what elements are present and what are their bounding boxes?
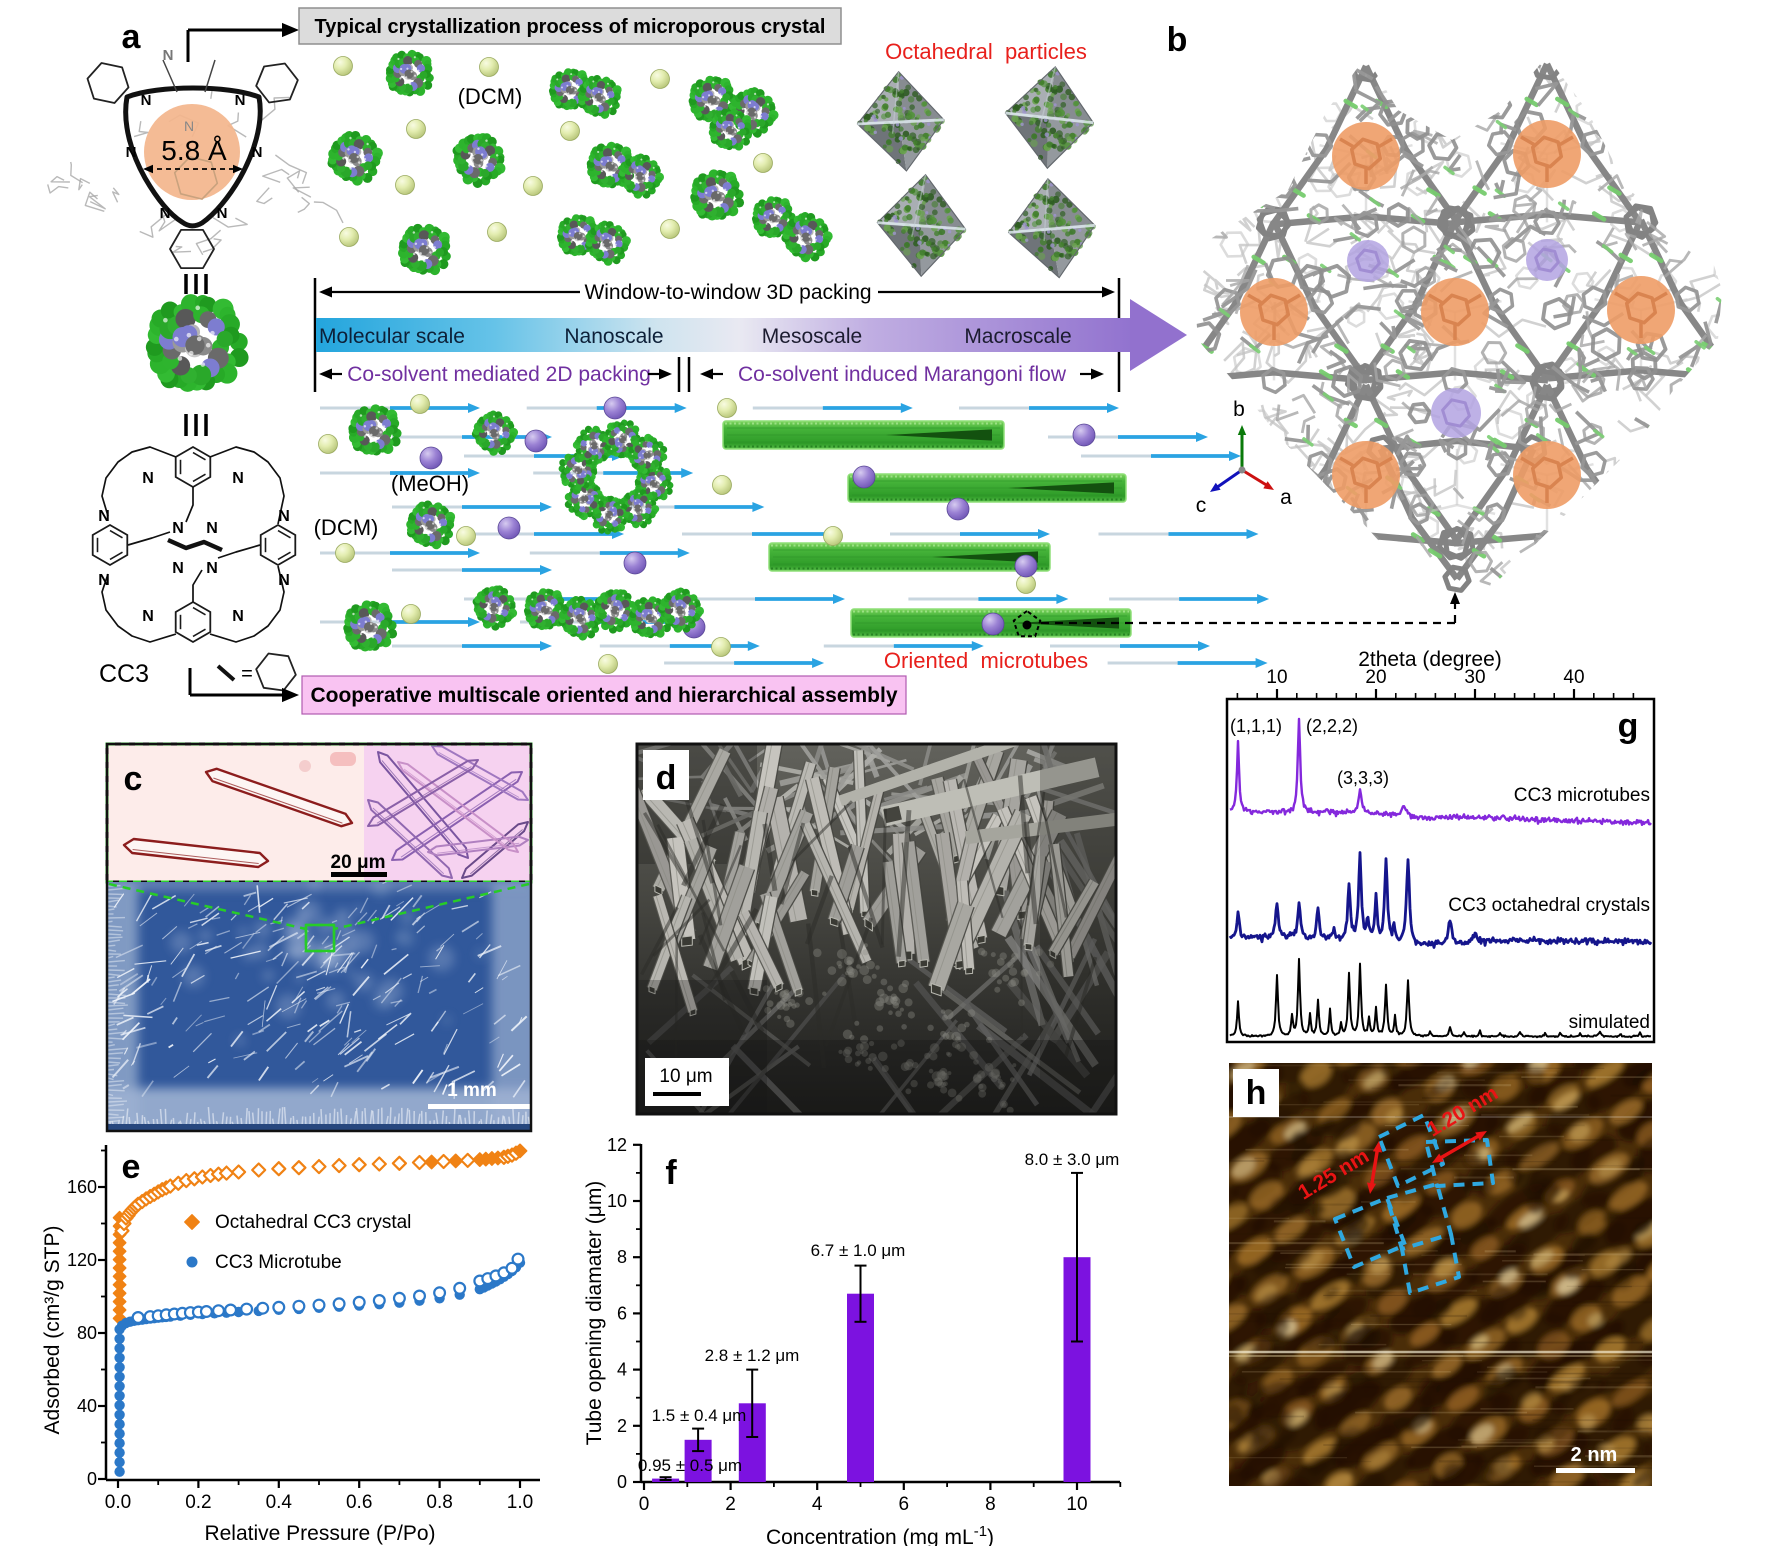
svg-text:20: 20 — [1365, 667, 1386, 688]
svg-text:Cooperative multiscale oriente: Cooperative multiscale oriented and hier… — [310, 684, 897, 707]
svg-text:N: N — [142, 470, 154, 487]
svg-text:4: 4 — [617, 1360, 627, 1380]
svg-text:2theta (degree): 2theta (degree) — [1358, 648, 1502, 671]
svg-text:5.8 Å: 5.8 Å — [161, 135, 227, 166]
svg-text:N: N — [163, 47, 174, 64]
svg-text:80: 80 — [77, 1323, 97, 1343]
svg-text:1.5 ± 0.4 μm: 1.5 ± 0.4 μm — [652, 1406, 747, 1425]
svg-text:N: N — [278, 508, 290, 525]
svg-text:CC3 microtubes: CC3 microtubes — [1514, 785, 1650, 806]
svg-text:N: N — [141, 92, 152, 109]
svg-text:N: N — [98, 572, 110, 589]
svg-text:(DCM): (DCM) — [458, 84, 523, 109]
svg-text:2: 2 — [725, 1494, 736, 1515]
svg-text:30: 30 — [1464, 667, 1485, 688]
svg-text:2.8 ± 1.2 μm: 2.8 ± 1.2 μm — [705, 1346, 800, 1365]
svg-text:1.0: 1.0 — [507, 1492, 533, 1513]
svg-text:Nanoscale: Nanoscale — [564, 325, 663, 348]
svg-text:N: N — [235, 92, 246, 109]
svg-text:e: e — [122, 1148, 141, 1186]
svg-text:6: 6 — [617, 1303, 627, 1323]
svg-text:10 μm: 10 μm — [659, 1066, 712, 1087]
svg-text:0.0: 0.0 — [105, 1492, 131, 1513]
svg-text:0.8: 0.8 — [426, 1492, 452, 1513]
svg-text:CC3: CC3 — [99, 660, 149, 688]
svg-text:120: 120 — [67, 1250, 97, 1270]
svg-text:b: b — [1233, 398, 1245, 421]
svg-text:0: 0 — [617, 1472, 627, 1492]
svg-text:10: 10 — [1066, 1494, 1087, 1515]
svg-text:Tube opening diamater (μm): Tube opening diamater (μm) — [583, 1181, 606, 1446]
svg-text:h: h — [1246, 1074, 1267, 1112]
svg-text:=: = — [241, 663, 253, 685]
svg-text:8.0 ± 3.0 μm: 8.0 ± 3.0 μm — [1025, 1150, 1120, 1169]
svg-text:6.7 ± 1.0 μm: 6.7 ± 1.0 μm — [811, 1241, 906, 1260]
svg-text:N: N — [142, 608, 154, 625]
svg-text:Relative Pressure (P/Po): Relative Pressure (P/Po) — [204, 1522, 435, 1545]
svg-text:40: 40 — [1563, 667, 1584, 688]
svg-text:20 μm: 20 μm — [331, 852, 386, 873]
svg-text:(2,2,2): (2,2,2) — [1306, 716, 1358, 736]
svg-text:N: N — [217, 205, 228, 222]
svg-text:10: 10 — [607, 1191, 627, 1211]
svg-text:(DCM): (DCM) — [314, 515, 379, 540]
svg-text:Mesoscale: Mesoscale — [762, 325, 862, 348]
svg-text:8: 8 — [985, 1494, 996, 1515]
svg-text:N: N — [206, 520, 218, 537]
svg-text:N: N — [126, 144, 137, 161]
svg-text:0: 0 — [87, 1469, 97, 1489]
svg-text:2 nm: 2 nm — [1571, 1444, 1618, 1466]
svg-text:8: 8 — [617, 1247, 627, 1267]
svg-text:160: 160 — [67, 1177, 97, 1197]
svg-text:0.4: 0.4 — [266, 1492, 293, 1513]
svg-text:Typical crystallization proces: Typical crystallization process of micro… — [315, 16, 826, 38]
svg-text:N: N — [206, 560, 218, 577]
svg-text:(MeOH): (MeOH) — [391, 471, 469, 496]
svg-text:simulated: simulated — [1569, 1012, 1650, 1033]
svg-text:0: 0 — [639, 1494, 650, 1515]
svg-text:Window-to-window 3D packing: Window-to-window 3D packing — [584, 281, 871, 304]
svg-text:Adsorbed (cm³/g STP): Adsorbed (cm³/g STP) — [41, 1226, 64, 1435]
svg-text:0.6: 0.6 — [346, 1492, 372, 1513]
svg-text:40: 40 — [77, 1396, 97, 1416]
svg-text:N: N — [232, 470, 244, 487]
svg-text:Co-solvent mediated 2D packing: Co-solvent mediated 2D packing — [347, 363, 651, 386]
svg-text:N: N — [172, 560, 184, 577]
svg-text:a: a — [1280, 486, 1292, 509]
svg-text:d: d — [656, 759, 677, 797]
svg-text:N: N — [278, 572, 290, 589]
svg-text:2: 2 — [617, 1416, 627, 1436]
svg-text:12: 12 — [607, 1135, 627, 1155]
svg-text:b: b — [1167, 21, 1188, 59]
svg-text:4: 4 — [812, 1494, 823, 1515]
svg-text:0.95 ± 0.5 μm: 0.95 ± 0.5 μm — [638, 1456, 742, 1475]
svg-text:0.2: 0.2 — [185, 1492, 211, 1513]
svg-text:Concentration (mg mL-1): Concentration (mg mL-1) — [766, 1523, 994, 1546]
svg-text:N: N — [98, 508, 110, 525]
svg-text:c: c — [1196, 494, 1207, 517]
svg-text:N: N — [172, 520, 184, 537]
svg-text:1 mm: 1 mm — [447, 1080, 497, 1101]
svg-text:6: 6 — [899, 1494, 910, 1515]
svg-text:Octahedral particles: Octahedral particles — [885, 39, 1087, 64]
svg-text:N: N — [232, 608, 244, 625]
svg-text:c: c — [124, 760, 143, 798]
svg-text:N: N — [252, 144, 263, 161]
svg-text:g: g — [1618, 707, 1639, 745]
svg-text:Octahedral CC3 crystal: Octahedral CC3 crystal — [215, 1212, 411, 1233]
svg-text:CC3 Microtube: CC3 Microtube — [215, 1252, 342, 1273]
svg-text:Macroscale: Macroscale — [964, 325, 1071, 348]
svg-text:N: N — [184, 118, 194, 134]
svg-text:(1,1,1): (1,1,1) — [1230, 716, 1282, 736]
svg-text:a: a — [122, 18, 142, 56]
svg-text:Molecular scale: Molecular scale — [319, 325, 465, 348]
svg-text:CC3 octahedral crystals: CC3 octahedral crystals — [1448, 895, 1650, 916]
svg-text:(3,3,3): (3,3,3) — [1337, 768, 1389, 788]
svg-text:N: N — [160, 205, 171, 222]
svg-text:Co-solvent induced Marangoni f: Co-solvent induced Marangoni flow — [738, 363, 1067, 386]
svg-text:10: 10 — [1266, 667, 1287, 688]
svg-text:f: f — [665, 1154, 677, 1192]
svg-text:Oriented microtubes: Oriented microtubes — [884, 648, 1088, 673]
